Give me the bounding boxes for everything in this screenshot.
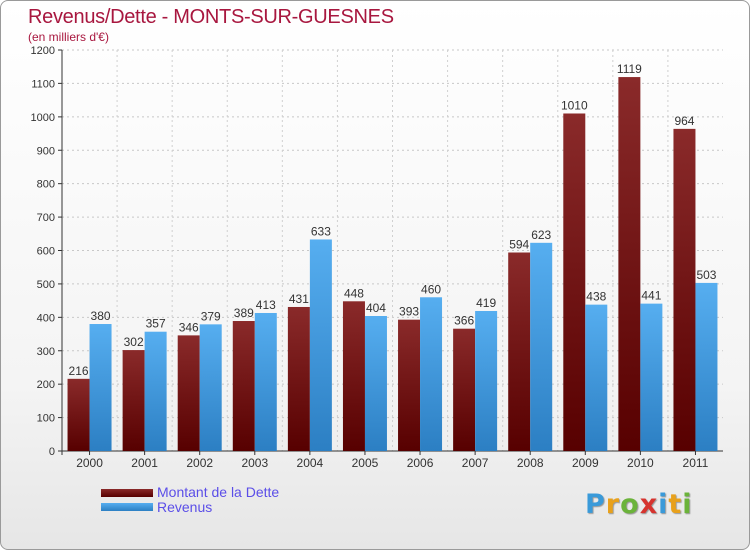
chart-title: Revenus/Dette - MONTS-SUR-GUESNES [28, 6, 394, 28]
bar-revenus [640, 303, 663, 451]
data-label-revenus: 379 [201, 309, 221, 323]
x-tick-label: 2003 [241, 456, 268, 470]
y-tick-label: 200 [37, 379, 55, 391]
data-label-revenus: 419 [476, 296, 496, 310]
x-tick-label: 2005 [352, 456, 379, 470]
x-tick-label: 2004 [297, 456, 324, 470]
logo-letter: i [682, 489, 693, 520]
bar-dette [342, 301, 365, 451]
y-tick-label: 500 [37, 279, 55, 291]
x-tick-label: 2002 [186, 456, 213, 470]
data-label-dette: 1010 [561, 98, 588, 112]
logo-letter: x [639, 489, 659, 520]
logo-letter: r [605, 489, 621, 520]
y-tick-label: 800 [37, 179, 55, 191]
x-tick-label: 2006 [407, 456, 434, 470]
data-label-dette: 964 [674, 114, 694, 128]
proxiti-logo: Proxiti [585, 489, 693, 520]
data-label-revenus: 438 [586, 290, 606, 304]
y-tick-label: 900 [37, 145, 55, 157]
bar-revenus [254, 312, 277, 451]
data-label-revenus: 633 [311, 224, 331, 238]
bar-revenus [309, 239, 332, 451]
bar-revenus [420, 297, 443, 451]
bar-dette [673, 128, 696, 451]
y-tick-label: 1200 [31, 45, 55, 57]
data-label-revenus: 357 [146, 317, 166, 331]
data-label-dette: 594 [509, 238, 529, 252]
legend-label-dette: Montant de la Dette [157, 484, 280, 500]
y-tick-label: 100 [37, 413, 55, 425]
data-label-dette: 302 [124, 335, 144, 349]
bar-dette [287, 306, 310, 451]
data-label-revenus: 413 [256, 298, 276, 312]
bar-revenus [695, 282, 718, 451]
bars [67, 77, 718, 451]
bar-revenus [364, 315, 387, 451]
bar-dette [453, 328, 476, 451]
grid-lines [62, 49, 723, 451]
data-label-revenus: 380 [91, 309, 111, 323]
data-label-revenus: 623 [531, 228, 551, 242]
x-tick-label: 2009 [572, 456, 599, 470]
data-label-revenus: 460 [421, 282, 441, 296]
bar-dette [177, 335, 200, 451]
bar-revenus [475, 310, 498, 451]
bar-dette [232, 321, 255, 451]
x-tick-label: 2001 [131, 456, 158, 470]
y-tick-label: 300 [37, 346, 55, 358]
data-label-dette: 393 [399, 305, 419, 319]
data-label-dette: 366 [454, 314, 474, 328]
data-label-revenus: 404 [366, 301, 386, 315]
data-label-revenus: 441 [641, 289, 661, 303]
bar-dette [398, 319, 421, 451]
chart-subtitle: (en milliers d'€) [28, 30, 109, 44]
x-tick-label: 2000 [76, 456, 103, 470]
bar-revenus [144, 331, 167, 451]
x-tick-label: 2007 [462, 456, 489, 470]
axes: 0 100 200 300 400 500 600 700 800 900 1000 1100 1200 [31, 45, 723, 458]
bar-dette [563, 113, 586, 451]
data-label-dette: 431 [289, 292, 309, 306]
y-tick-label: 600 [37, 246, 55, 258]
y-tick-label: 1000 [31, 112, 55, 124]
bar-revenus [585, 304, 608, 451]
logo-letter: o [620, 489, 640, 520]
logo-letter: P [585, 489, 606, 520]
logo-letter: t [668, 489, 683, 520]
bar-revenus [530, 242, 553, 451]
bar-dette [508, 252, 531, 451]
legend-swatch-dette [101, 489, 153, 497]
data-label-dette: 346 [179, 320, 199, 334]
data-label-dette: 448 [344, 286, 364, 300]
y-tick-label: 700 [37, 212, 55, 224]
data-label-dette: 389 [234, 306, 254, 320]
bar-dette [618, 77, 641, 451]
y-tick-label: 400 [37, 312, 55, 324]
legend-label-revenus: Revenus [157, 499, 213, 515]
x-tick-label: 2008 [517, 456, 544, 470]
logo-letter: i [658, 489, 669, 520]
bar-revenus [199, 324, 222, 451]
bar-dette [67, 378, 90, 451]
y-tick-label: 1100 [31, 78, 55, 90]
bar-revenus [89, 324, 112, 451]
bar-dette [122, 350, 145, 451]
data-label-dette: 1119 [617, 62, 642, 76]
legend-swatch-revenus [101, 503, 153, 511]
x-tick-label: 2010 [627, 456, 654, 470]
data-label-revenus: 503 [696, 268, 716, 282]
y-tick-label: 0 [49, 446, 55, 458]
data-label-dette: 216 [69, 364, 89, 378]
x-tick-label: 2011 [683, 456, 709, 470]
